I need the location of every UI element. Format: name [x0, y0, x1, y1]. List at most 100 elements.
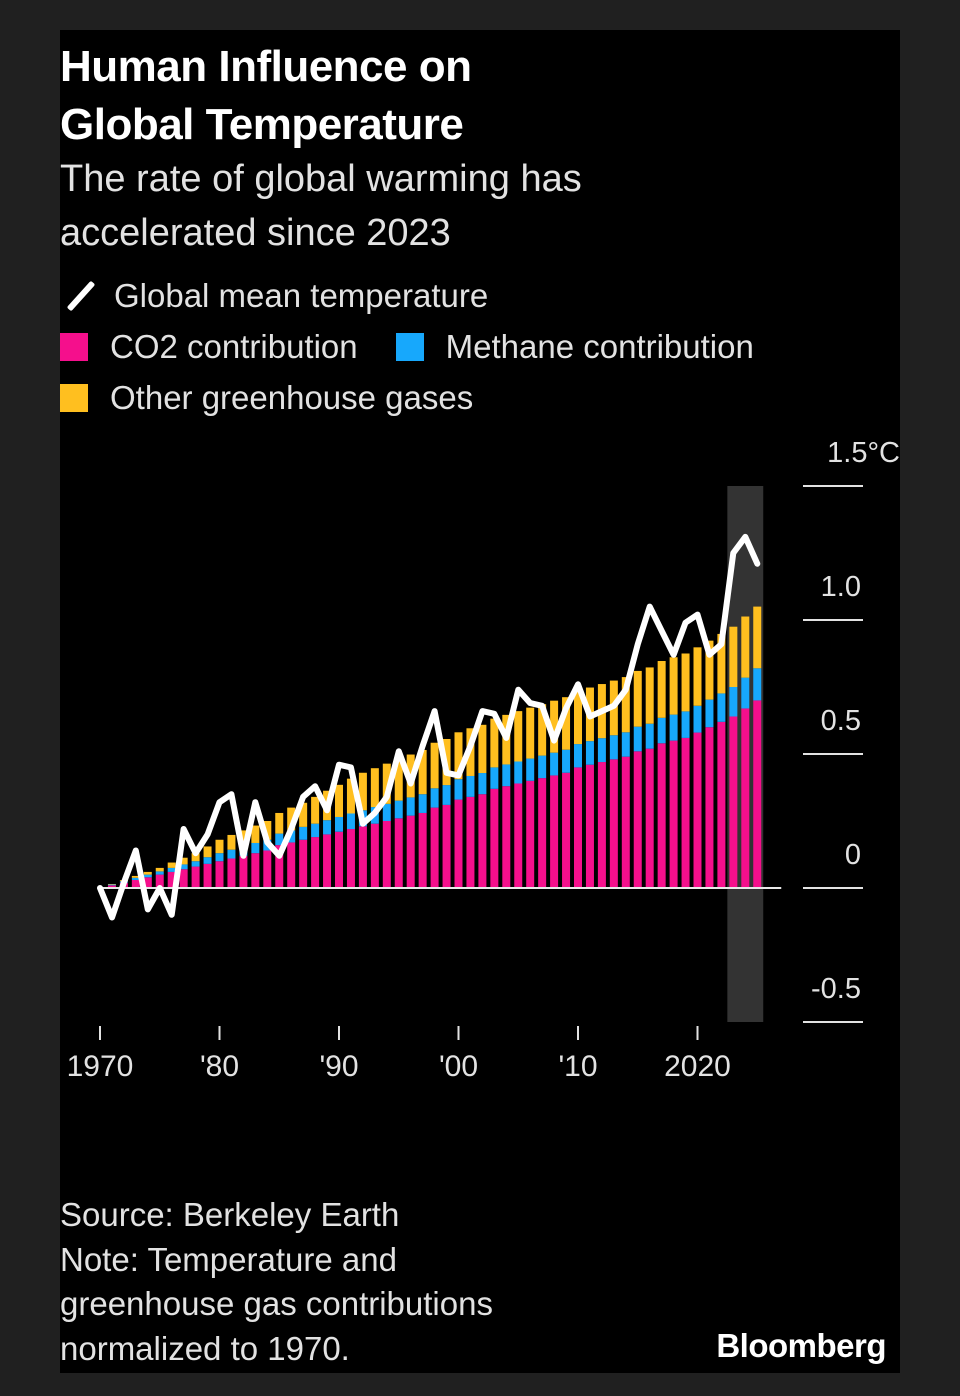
bar-other — [191, 853, 200, 862]
bar-co2 — [275, 845, 284, 888]
bar-other — [621, 677, 630, 733]
x-tick-label: '80 — [200, 1050, 239, 1083]
legend-row-1: Global mean temperature — [60, 276, 526, 316]
subtitle-line-1: The rate of global warming has — [60, 158, 582, 200]
bar-other — [526, 707, 535, 759]
bar-stack — [107, 883, 116, 888]
bar-other — [753, 606, 762, 669]
bar-co2 — [323, 834, 332, 888]
bar-other — [490, 718, 499, 768]
bar-stack — [287, 807, 296, 888]
bar-methane — [275, 833, 284, 846]
chart-subtitle: The rate of global warming has accelerat… — [60, 152, 760, 260]
bar-methane — [430, 788, 439, 808]
bar-other — [693, 647, 702, 706]
bar-co2 — [538, 778, 547, 888]
bar-stack — [167, 862, 176, 888]
bar-other — [418, 749, 427, 795]
x-tick-label: '90 — [319, 1050, 358, 1083]
bar-stack — [741, 616, 750, 888]
bar-methane — [574, 744, 582, 768]
bar-stack — [645, 667, 654, 888]
bar-methane — [299, 826, 308, 840]
bar-other — [562, 697, 571, 750]
bar-methane — [323, 820, 332, 835]
bar-stack — [669, 657, 678, 888]
bar-other — [155, 867, 164, 872]
bar-co2 — [263, 850, 272, 888]
bar-stack — [311, 796, 320, 888]
bar-stack — [155, 867, 164, 888]
bar-other — [299, 802, 308, 827]
bar-methane — [454, 779, 463, 800]
bar-stack — [717, 633, 726, 888]
bar-stack — [550, 700, 559, 888]
bar-other — [167, 862, 176, 868]
bloomberg-logo: Bloomberg — [716, 1327, 886, 1364]
note-line-3: normalized to 1970. — [60, 1329, 350, 1367]
bar-stack — [430, 742, 439, 888]
bar-stack — [251, 825, 260, 888]
bar-co2 — [418, 812, 427, 888]
bar-methane — [442, 785, 451, 805]
bar-other — [478, 724, 487, 774]
bar-stack — [621, 677, 630, 888]
legend-row-2: CO2 contribution Methane contribution — [60, 327, 792, 367]
legend-item-methane: Methane contribution — [395, 328, 754, 366]
bar-methane — [143, 874, 152, 878]
legend-label: Global mean temperature — [114, 277, 489, 314]
bar-stack — [657, 661, 666, 888]
bar-other — [382, 763, 391, 804]
bar-other — [669, 657, 678, 715]
legend-label: Methane contribution — [445, 328, 754, 365]
bar-other — [729, 626, 738, 687]
bar-stack — [609, 680, 618, 888]
bar-methane — [514, 761, 523, 784]
bar-co2 — [562, 772, 571, 888]
bar-co2 — [299, 839, 308, 888]
bar-co2 — [741, 708, 750, 888]
bar-methane — [693, 705, 702, 733]
bar-other — [681, 653, 690, 712]
bar-stack — [131, 875, 140, 888]
bar-co2 — [717, 721, 726, 888]
bar-methane — [227, 849, 236, 859]
bar-methane — [335, 816, 343, 832]
bar-co2 — [358, 826, 367, 888]
bar-stack — [538, 704, 547, 888]
bar-methane — [729, 687, 738, 717]
bar-other — [179, 857, 188, 865]
bar-stack — [191, 853, 200, 888]
bar-other — [705, 640, 714, 700]
bar-other — [574, 691, 582, 745]
bar-other — [215, 839, 224, 854]
bar-stack — [418, 749, 427, 888]
bar-co2 — [729, 716, 738, 888]
bar-co2 — [609, 759, 618, 888]
other-swatch-icon — [60, 384, 88, 412]
bar-other — [430, 742, 439, 789]
bar-co2 — [574, 767, 582, 888]
bar-stack — [526, 707, 535, 888]
legend-row-3: Other greenhouse gases — [60, 378, 511, 418]
bar-co2 — [131, 879, 140, 888]
bar-co2 — [251, 853, 260, 888]
bar-other — [263, 821, 272, 840]
bar-other — [203, 846, 212, 858]
bar-co2 — [753, 700, 762, 888]
bar-stack — [299, 802, 308, 888]
bar-co2 — [287, 842, 296, 888]
bar-other — [370, 768, 379, 808]
note-line-2: greenhouse gas contributions — [60, 1285, 493, 1322]
bar-co2 — [215, 861, 224, 888]
bar-methane — [717, 693, 726, 722]
bar-methane — [657, 717, 666, 744]
bar-stack — [346, 778, 355, 888]
bar-co2 — [143, 877, 152, 888]
bar-methane — [621, 732, 630, 757]
bar-other — [143, 871, 152, 875]
chart-title: Human Influence on Global Temperature — [60, 38, 760, 154]
bar-methane — [585, 741, 594, 765]
bar-methane — [609, 735, 618, 760]
y-tick-label: 1.0 — [821, 571, 861, 603]
